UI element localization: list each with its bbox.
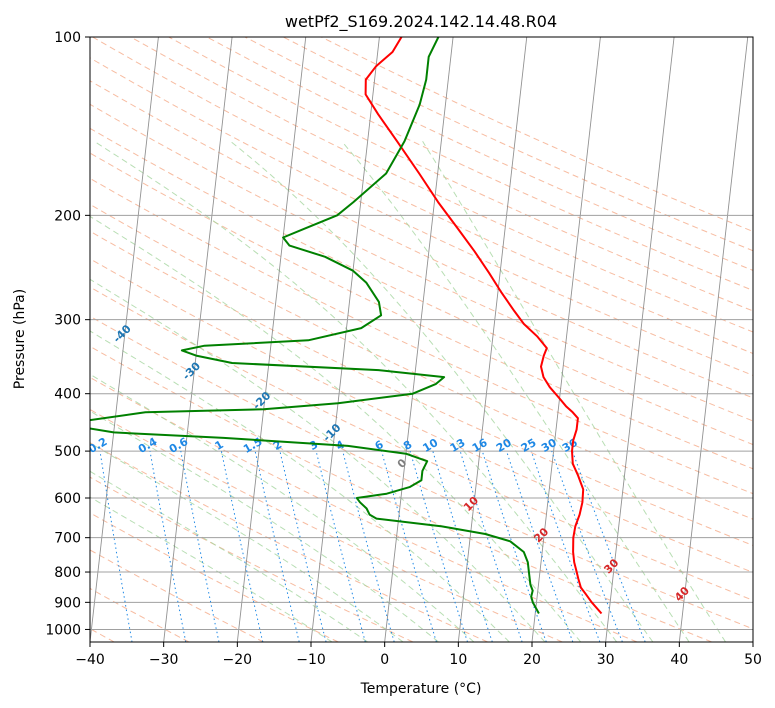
y-tick-label: 600 [54,491,81,507]
dry-adiabat-line [90,549,264,642]
dry-adiabat-line [90,345,712,642]
temperature-profile-line [364,37,603,615]
mixing-ratio-line [381,450,437,642]
dewpoint-profile-line [90,37,540,614]
plot-content: 0.10.20.40.611.52346810131620253036-100-… [90,37,753,642]
isotherm-line [605,37,675,642]
chart-title: wetPf2_S169.2024.142.14.48.R04 [285,12,557,32]
mixing-ratio-line [432,450,493,642]
x-tick-label: 10 [449,652,467,668]
y-tick-label: 700 [54,531,81,547]
isotherm-line [90,37,159,642]
dry-adiabat-line [92,37,753,355]
mixing-ratio-line [459,450,523,642]
x-tick-label: −20 [223,652,253,668]
dry-adiabat-line [90,103,753,422]
isotherm-line [531,37,601,642]
x-tick-label: −30 [149,652,179,668]
x-tick-label: 40 [670,652,688,668]
isotherm-line [310,37,380,642]
y-tick-label: 900 [54,595,81,611]
dry-adiabat-line [90,80,753,399]
x-axis-label: Temperature (°C) [360,681,482,697]
axis-ticks: −40 −30 −20 −10 0 10 20 30 40 50 100 200 300 400 500 60… [45,30,762,668]
x-tick-label: 0 [380,652,389,668]
dry-adiabat-line [130,37,753,333]
dry-adiabat-line [90,442,488,642]
y-tick-label: 500 [54,444,81,460]
dry-adiabat-line [90,376,638,642]
x-tick-label: −40 [75,652,105,668]
x-tick-label: −10 [296,652,326,668]
x-tick-label: 20 [523,652,541,668]
y-tick-label: 200 [54,208,81,224]
mixing-ratio-line [572,450,646,642]
plot-frame [89,36,754,643]
mixing-ratio-line [409,450,468,642]
dry-adiabat-line [90,512,339,642]
isotherm-line [163,37,233,642]
isotherm-line [457,37,528,642]
dry-adiabat-line [206,37,753,292]
dry-adiabat-line [90,315,753,630]
mixing-ratio-line [99,451,133,642]
x-tick-label: 50 [744,652,762,668]
dry-adiabat-line [90,258,753,573]
y-axis-label: Pressure (hPa) [12,289,28,389]
y-tick-label: 800 [54,565,81,581]
plot-area [90,37,753,642]
isotherm-line [236,37,307,642]
dry-adiabat-line [90,177,753,495]
y-tick-label: 100 [54,30,81,46]
isotherm-line [384,37,454,642]
dry-adiabat-line [90,408,563,642]
y-tick-label: 400 [54,387,81,403]
mixing-ratio-line [342,450,395,642]
isotherm-line [678,37,749,642]
y-tick-label: 300 [54,313,81,329]
x-tick-label: 30 [597,652,615,668]
mixing-ratio-line [551,450,623,642]
dry-adiabat-line [90,152,753,470]
y-tick-label: 1000 [45,622,81,638]
